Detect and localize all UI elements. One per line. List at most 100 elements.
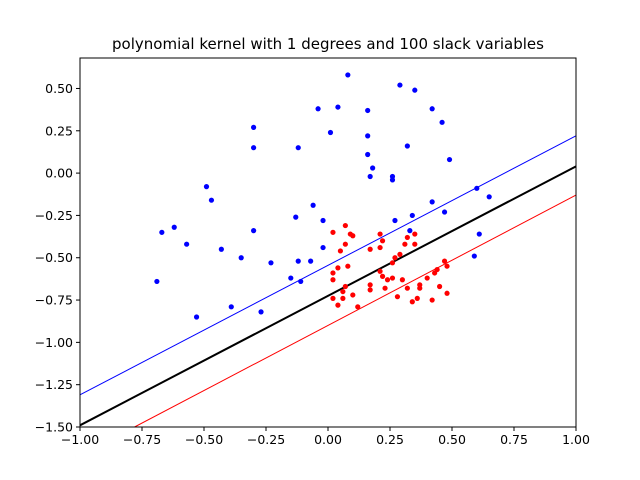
- data-point: [335, 302, 341, 308]
- data-point: [367, 287, 373, 293]
- data-point: [441, 258, 448, 264]
- data-point: [330, 270, 336, 276]
- data-points: [154, 72, 492, 320]
- data-point: [392, 217, 398, 224]
- data-point: [397, 251, 403, 257]
- data-point: [342, 241, 348, 247]
- data-point: [407, 228, 413, 234]
- y-tick-label: 0.50: [45, 81, 73, 96]
- data-point: [439, 119, 445, 125]
- data-point: [268, 260, 274, 266]
- data-point: [340, 295, 346, 301]
- data-point: [486, 194, 492, 200]
- data-point: [365, 133, 371, 139]
- data-point: [171, 224, 177, 230]
- x-tick-label: −0.25: [247, 432, 285, 447]
- data-point: [335, 104, 341, 110]
- data-point: [184, 241, 190, 247]
- data-point: [327, 129, 334, 136]
- data-point: [310, 202, 316, 208]
- data-point: [414, 295, 420, 301]
- data-point: [377, 231, 383, 237]
- data-point: [365, 151, 371, 158]
- data-point: [330, 229, 336, 235]
- data-point: [389, 275, 396, 281]
- data-point: [365, 107, 371, 114]
- x-tick-label: −1.00: [61, 432, 99, 447]
- data-point: [424, 275, 430, 281]
- data-point: [367, 173, 373, 180]
- y-tick-label: −0.75: [35, 293, 73, 308]
- y-tick-label: −1.00: [35, 335, 73, 350]
- data-point: [315, 106, 321, 112]
- data-point: [429, 199, 435, 205]
- data-point: [295, 258, 301, 264]
- data-point: [350, 292, 356, 298]
- data-point: [337, 248, 343, 254]
- data-point: [355, 304, 361, 310]
- x-tick-label: 0.25: [376, 432, 404, 447]
- data-point: [251, 228, 257, 234]
- data-point: [382, 285, 388, 291]
- axis-ticks: −1.00 −0.75 −0.50 −0.25 0.00 0.25 0.50 0.75 1.00…: [35, 81, 590, 447]
- x-tick-label: −0.50: [185, 432, 223, 447]
- data-point: [409, 299, 415, 305]
- boundary-line-1: [80, 135, 576, 396]
- y-tick-label: 0.00: [45, 166, 73, 181]
- data-point: [330, 295, 336, 301]
- data-point: [298, 278, 304, 285]
- data-point: [441, 209, 448, 215]
- data-point: [437, 283, 443, 290]
- data-point: [330, 277, 336, 283]
- data-point: [412, 87, 418, 93]
- data-point: [444, 290, 450, 296]
- data-point: [389, 177, 396, 183]
- data-point: [417, 285, 423, 291]
- data-point: [384, 277, 391, 283]
- y-tick-label: 0.25: [45, 123, 73, 138]
- chart-title: polynomial kernel with 1 degrees and 100…: [112, 35, 544, 53]
- data-point: [218, 246, 224, 252]
- data-point: [308, 258, 314, 264]
- data-point: [295, 145, 301, 151]
- data-point: [342, 283, 348, 290]
- data-point: [159, 229, 165, 235]
- data-point: [367, 282, 373, 288]
- x-tick-label: 0.75: [500, 432, 528, 447]
- data-point: [404, 285, 410, 291]
- data-point: [446, 156, 453, 163]
- boundary-line-2: [80, 165, 576, 427]
- data-point: [412, 241, 418, 247]
- data-point: [377, 244, 383, 251]
- data-point: [251, 145, 257, 151]
- data-point: [345, 263, 351, 269]
- data-point: [432, 270, 438, 276]
- x-tick-label: 0.00: [314, 432, 342, 447]
- data-point: [429, 297, 435, 303]
- data-point: [379, 273, 386, 279]
- data-point: [320, 244, 326, 251]
- data-point: [429, 106, 435, 112]
- data-point: [412, 231, 418, 237]
- data-point: [238, 255, 244, 261]
- data-point: [193, 314, 200, 320]
- data-point: [293, 214, 299, 220]
- x-tick-label: 0.50: [438, 432, 466, 447]
- data-point: [377, 268, 383, 274]
- data-point: [474, 185, 480, 191]
- y-tick-label: −0.25: [35, 208, 73, 223]
- data-point: [404, 143, 410, 149]
- data-point: [370, 165, 376, 171]
- y-tick-label: −1.50: [35, 420, 73, 435]
- data-point: [154, 278, 160, 285]
- data-point: [402, 241, 408, 247]
- data-point: [228, 304, 234, 310]
- data-point: [404, 234, 410, 241]
- data-point: [444, 263, 450, 269]
- x-tick-label: −0.75: [123, 432, 161, 447]
- y-tick-label: −0.50: [35, 250, 73, 265]
- data-point: [203, 184, 210, 190]
- data-point: [350, 233, 356, 239]
